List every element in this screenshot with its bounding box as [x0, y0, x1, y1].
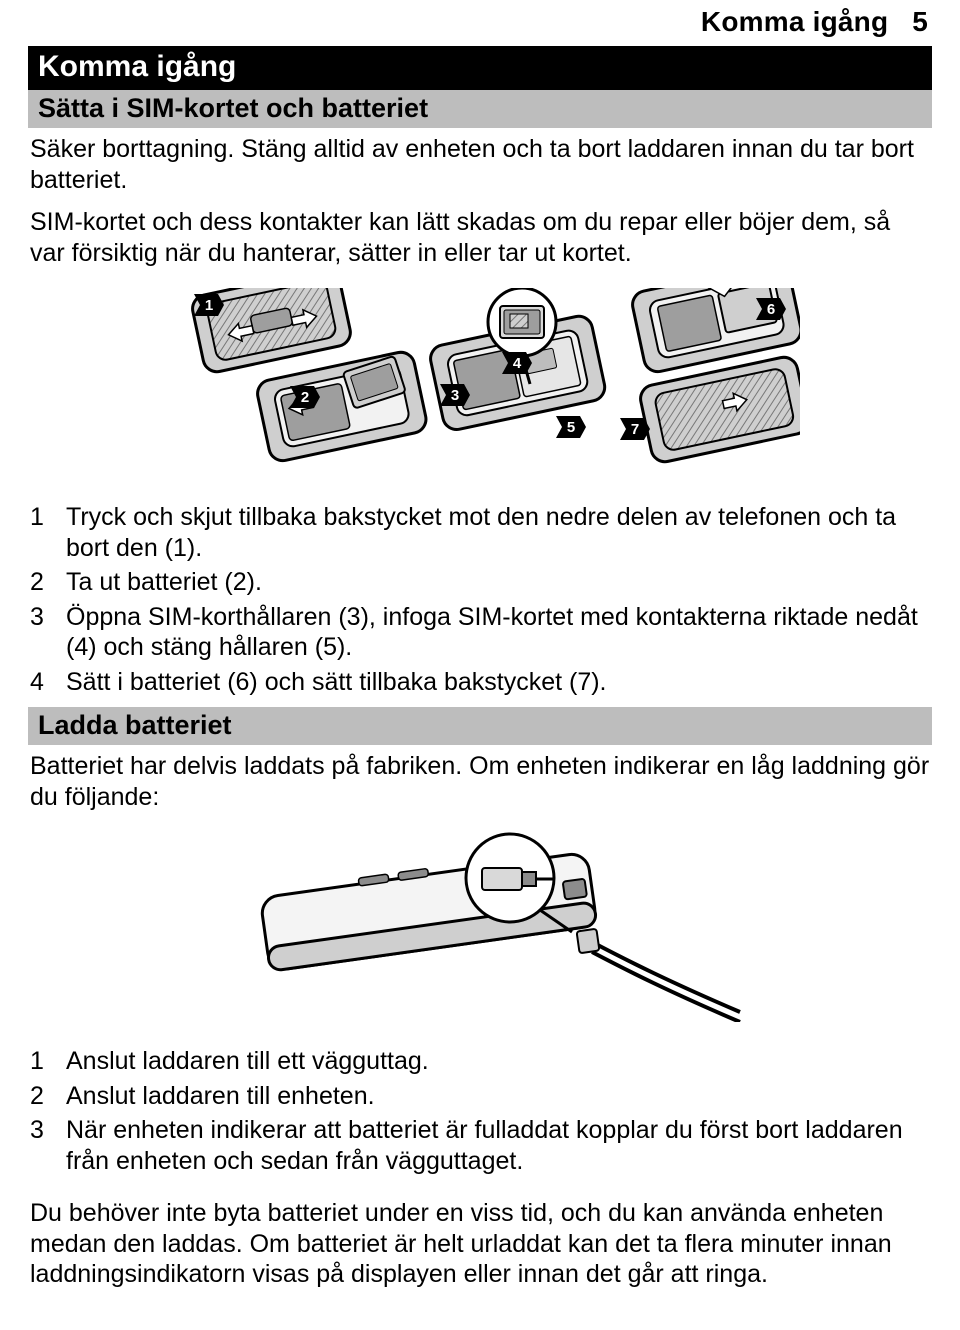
- list-item: 3Öppna SIM-korthållaren (3), infoga SIM-…: [30, 600, 930, 665]
- list-item: 3När enheten indikerar att batteriet är …: [30, 1113, 930, 1178]
- paragraph-sim-warning: SIM-kortet och dess kontakter kan lätt s…: [28, 201, 932, 274]
- list-item: 1Tryck och skjut tillbaka bakstycket mot…: [30, 500, 930, 565]
- svg-text:2: 2: [301, 389, 309, 406]
- list-text: Öppna SIM-korthållaren (3), infoga SIM-k…: [66, 602, 930, 663]
- list-text: Anslut laddaren till enheten.: [66, 1081, 375, 1112]
- list-item: 4Sätt i batteriet (6) och sätt tillbaka …: [30, 665, 930, 700]
- page: Komma igång 5 Komma igång Sätta i SIM-ko…: [0, 0, 960, 1316]
- paragraph-charge-intro: Batteriet har delvis laddats på fabriken…: [28, 745, 932, 818]
- paragraph-safe-removal: Säker borttagning. Stäng alltid av enhet…: [28, 128, 932, 201]
- figure-sim-install: 1 2: [28, 274, 932, 500]
- list-text: När enheten indikerar att batteriet är f…: [66, 1115, 930, 1176]
- charge-steps-list: 1Anslut laddaren till ett vägguttag. 2An…: [28, 1044, 932, 1186]
- running-header: Komma igång 5: [28, 0, 932, 46]
- list-number: 3: [30, 602, 66, 663]
- list-item: 2Ta ut batteriet (2).: [30, 565, 930, 600]
- running-section: Komma igång: [701, 6, 888, 37]
- svg-text:4: 4: [513, 355, 522, 372]
- list-number: 3: [30, 1115, 66, 1176]
- paragraph-charge-note: Du behöver inte byta batteriet under en …: [28, 1192, 932, 1296]
- list-number: 1: [30, 1046, 66, 1077]
- svg-text:5: 5: [567, 419, 575, 436]
- svg-text:3: 3: [451, 387, 459, 404]
- list-number: 2: [30, 1081, 66, 1112]
- sim-steps-list: 1Tryck och skjut tillbaka bakstycket mot…: [28, 500, 932, 707]
- section-heading-charge: Ladda batteriet: [28, 707, 932, 745]
- chapter-heading-text: Komma igång: [38, 50, 236, 83]
- svg-text:7: 7: [631, 421, 639, 438]
- running-page-number: 5: [912, 6, 928, 37]
- list-item: 2Anslut laddaren till enheten.: [30, 1079, 930, 1114]
- list-text: Tryck och skjut tillbaka bakstycket mot …: [66, 502, 930, 563]
- section-heading-sim-text: Sätta i SIM-kortet och batteriet: [38, 93, 428, 123]
- list-text: Ta ut batteriet (2).: [66, 567, 262, 598]
- list-text: Anslut laddaren till ett vägguttag.: [66, 1046, 429, 1077]
- list-number: 4: [30, 667, 66, 698]
- svg-text:6: 6: [767, 301, 775, 318]
- section-heading-sim: Sätta i SIM-kortet och batteriet: [28, 90, 932, 128]
- figure-sim-svg: 1 2: [160, 288, 800, 478]
- svg-text:1: 1: [205, 297, 213, 314]
- chapter-heading: Komma igång: [28, 46, 932, 90]
- list-item: 1Anslut laddaren till ett vägguttag.: [30, 1044, 930, 1079]
- figure-charge: [28, 818, 932, 1044]
- list-number: 1: [30, 502, 66, 563]
- list-number: 2: [30, 567, 66, 598]
- figure-charge-svg: [200, 832, 760, 1022]
- section-heading-charge-text: Ladda batteriet: [38, 710, 232, 740]
- list-text: Sätt i batteriet (6) och sätt tillbaka b…: [66, 667, 607, 698]
